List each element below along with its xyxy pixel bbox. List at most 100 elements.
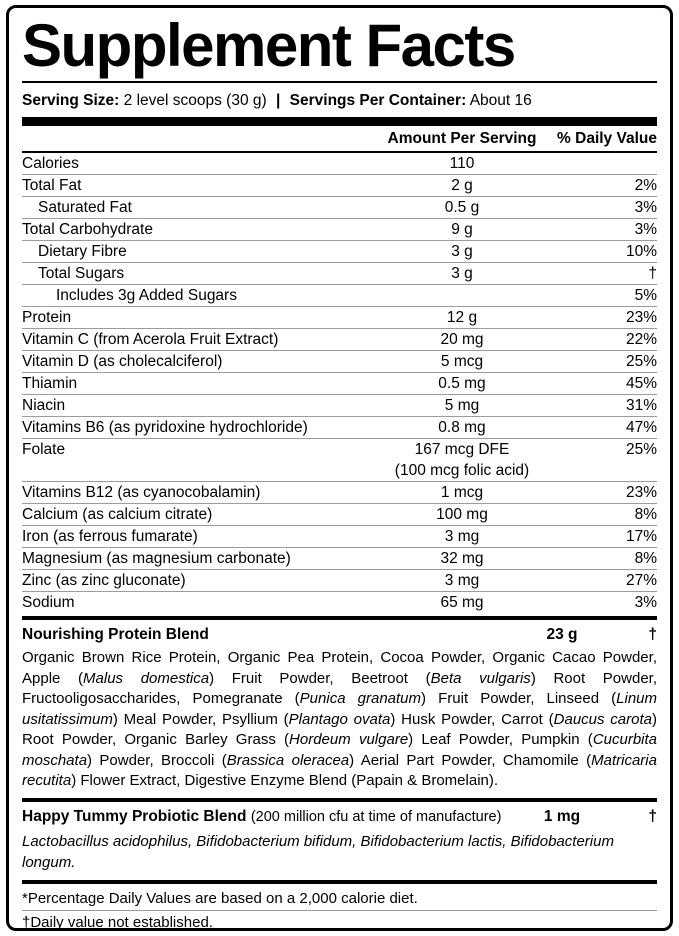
nutrient-daily-value: 2% bbox=[634, 177, 657, 194]
nutrient-amount: 3 g bbox=[451, 243, 473, 260]
probiotic-blend-dv: † bbox=[648, 807, 657, 825]
protein-blend-ingredients: Organic Brown Rice Protein, Organic Pea … bbox=[22, 647, 657, 795]
nutrient-daily-value: 27% bbox=[625, 572, 657, 589]
nutrient-daily-value: 25% bbox=[625, 353, 657, 370]
nutrient-daily-value: 23% bbox=[625, 309, 657, 326]
nutrient-amount: 0.5 mg bbox=[438, 375, 486, 392]
nutrient-amount: 2 g bbox=[451, 177, 473, 194]
nutrient-amount: 110 bbox=[449, 155, 475, 172]
nutrients-table: Calories 110 Total Fat 2 g 2% Saturated Fat 0.… bbox=[22, 153, 657, 613]
section-divider bbox=[22, 797, 657, 802]
protein-blend-row: Nourishing Protein Blend 23 g † bbox=[22, 623, 657, 647]
ingredient-text: ) Meal Powder, Psyllium ( bbox=[112, 710, 289, 728]
probiotic-blend-name: Happy Tummy Probiotic Blend (200 million… bbox=[22, 805, 517, 829]
serving-separator: | bbox=[276, 92, 281, 109]
nutrient-name: Saturated Fat bbox=[38, 199, 132, 216]
nutrient-name: Vitamins B6 (as pyridoxine hydrochloride… bbox=[22, 419, 308, 436]
probiotic-blend-row: Happy Tummy Probiotic Blend (200 million… bbox=[22, 805, 657, 829]
dagger-footnote: †Daily value not established. bbox=[22, 909, 657, 928]
table-row: Zinc (as zinc gluconate) 3 mg 27% bbox=[22, 569, 657, 591]
nutrient-name: Vitamins B12 (as cyanocobalamin) bbox=[22, 484, 261, 501]
nutrient-name: Total Fat bbox=[22, 177, 82, 194]
probiotic-species-list: Lactobacillus acidophilus, Bifidobacteri… bbox=[22, 832, 614, 871]
protein-blend-name: Nourishing Protein Blend bbox=[22, 626, 209, 643]
latin-name: Cucurbita moschata bbox=[22, 731, 658, 769]
ingredient-text: ) Powder, Broccoli ( bbox=[87, 751, 227, 769]
nutrient-name: Iron (as ferrous fumarate) bbox=[22, 528, 198, 545]
protein-blend-amount: 23 g bbox=[546, 626, 578, 643]
table-row: Total Fat 2 g 2% bbox=[22, 174, 657, 196]
nutrient-daily-value: 3% bbox=[634, 594, 657, 611]
page-title: Supplement Facts bbox=[22, 12, 516, 79]
table-row: Sodium 65 mg 3% bbox=[22, 591, 657, 613]
nutrient-name: Zinc (as zinc gluconate) bbox=[22, 572, 186, 589]
table-row: Magnesium (as magnesium carbonate) 32 mg 8… bbox=[22, 547, 657, 569]
table-row: Folate 167 mcg DFE 25% bbox=[22, 438, 657, 460]
title-divider bbox=[22, 81, 657, 83]
nutrient-daily-value: 10% bbox=[625, 243, 657, 260]
nutrient-name: Vitamin D (as cholecalciferol) bbox=[22, 353, 223, 370]
table-row: Total Sugars 3 g † bbox=[22, 262, 657, 284]
section-divider bbox=[22, 879, 657, 884]
nutrient-amount: 12 g bbox=[446, 309, 478, 326]
latin-name: Brassica oleracea bbox=[226, 751, 350, 769]
nutrient-amount: 167 mcg DFE bbox=[414, 441, 510, 458]
table-row: Dietary Fibre 3 g 10% bbox=[22, 240, 657, 262]
table-row: Vitamins B6 (as pyridoxine hydrochloride… bbox=[22, 416, 657, 438]
table-row: Vitamins B12 (as cyanocobalamin) 1 mcg 23% bbox=[22, 481, 657, 503]
nutrient-name: Folate bbox=[22, 441, 66, 458]
nutrient-daily-value: 3% bbox=[634, 199, 657, 216]
daily-value-column-header: % Daily Value bbox=[557, 130, 657, 147]
nutrient-name: Includes 3g Added Sugars bbox=[56, 287, 237, 304]
nutrient-name: Calcium (as calcium citrate) bbox=[22, 506, 213, 523]
table-row: Vitamin D (as cholecalciferol) 5 mcg 25% bbox=[22, 350, 657, 372]
nutrient-daily-value: 8% bbox=[634, 550, 657, 567]
latin-name: Plantago ovata bbox=[288, 710, 391, 728]
latin-name: Linum usitatissimum bbox=[22, 690, 658, 728]
amount-column-header: Amount Per Serving bbox=[387, 130, 537, 147]
table-row: Vitamin C (from Acerola Fruit Extract) 20… bbox=[22, 328, 657, 350]
nutrient-amount: 20 mg bbox=[440, 331, 484, 348]
nutrient-amount: 3 g bbox=[451, 265, 473, 282]
table-row: (100 mcg folic acid) bbox=[22, 460, 657, 481]
servings-per-container-label: Servings Per Container: bbox=[289, 92, 467, 109]
nutrient-daily-value: 25% bbox=[625, 441, 657, 458]
nutrient-name: Protein bbox=[22, 309, 72, 326]
latin-name: Matricaria recutita bbox=[22, 751, 657, 790]
nutrient-amount: 1 mcg bbox=[440, 484, 484, 501]
nutrient-daily-value: 8% bbox=[634, 506, 657, 523]
protein-blend-dv: † bbox=[648, 626, 657, 643]
nutrient-name: Niacin bbox=[22, 397, 66, 414]
nutrient-name: Sodium bbox=[22, 594, 75, 611]
thick-divider bbox=[22, 117, 657, 126]
ingredient-text: Organic Brown Rice Protein, Organic Pea … bbox=[22, 649, 657, 687]
table-row: Calcium (as calcium citrate) 100 mg 8% bbox=[22, 503, 657, 525]
nutrient-daily-value: 45% bbox=[625, 375, 657, 392]
nutrient-amount: 5 mcg bbox=[440, 353, 484, 370]
table-row: Total Carbohydrate 9 g 3% bbox=[22, 218, 657, 240]
section-divider bbox=[22, 616, 657, 620]
nutrient-daily-value: 3% bbox=[634, 221, 657, 238]
nutrient-amount: 0.5 g bbox=[444, 199, 480, 216]
supplement-facts-panel: Supplement Facts Serving Size: 2 level s… bbox=[6, 5, 673, 931]
table-row: Calories 110 bbox=[22, 153, 657, 174]
daily-value-footnote: *Percentage Daily Values are based on a … bbox=[22, 889, 418, 907]
ingredient-text: ) Root Powder, Organic Barley Grass ( bbox=[22, 710, 657, 749]
serving-info: Serving Size: 2 level scoops (30 g) | Se… bbox=[22, 85, 657, 117]
footnotes: *Percentage Daily Values are based on a … bbox=[22, 887, 657, 928]
ingredient-text: ) Flower Extract, Digestive Enzyme Blend… bbox=[71, 772, 499, 789]
latin-name: Beta vulgaris bbox=[430, 669, 531, 687]
nutrient-name: Magnesium (as magnesium carbonate) bbox=[22, 550, 291, 567]
probiotic-blend-note: (200 million cfu at time of manufacture) bbox=[250, 808, 502, 825]
nutrient-daily-value: † bbox=[648, 265, 657, 282]
nutrient-name: Total Carbohydrate bbox=[22, 221, 153, 238]
nutrient-daily-value: 22% bbox=[625, 331, 657, 348]
nutrient-daily-value: 23% bbox=[625, 484, 657, 501]
latin-name: Punica granatum bbox=[299, 690, 422, 707]
table-row: Iron (as ferrous fumarate) 3 mg 17% bbox=[22, 525, 657, 547]
nutrient-daily-value: 17% bbox=[625, 528, 657, 545]
nutrient-name: Total Sugars bbox=[38, 265, 125, 282]
servings-per-container-value: About 16 bbox=[469, 92, 532, 109]
nutrient-amount: 65 mg bbox=[440, 594, 484, 611]
